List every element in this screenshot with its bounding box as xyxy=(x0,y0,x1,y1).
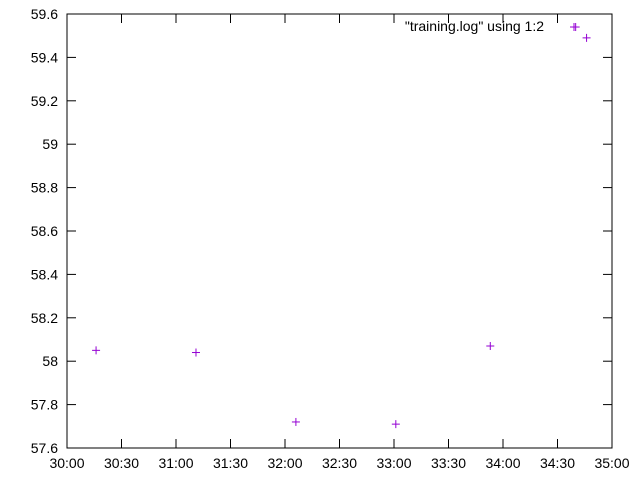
x-tick-label: 32:30 xyxy=(322,455,357,471)
legend-series-label: "training.log" using 1:2 xyxy=(405,18,544,34)
x-tick-label: 34:00 xyxy=(485,455,520,471)
data-points xyxy=(92,23,591,429)
data-point xyxy=(191,348,200,357)
y-tick-label: 59.2 xyxy=(31,93,58,109)
y-tick-label: 59.4 xyxy=(31,49,58,65)
x-tick-label: 33:00 xyxy=(376,455,411,471)
data-point xyxy=(582,33,591,42)
data-point xyxy=(92,346,101,355)
x-tick-label: 32:00 xyxy=(267,455,302,471)
x-tick-label: 34:30 xyxy=(540,455,575,471)
x-tick-label: 33:30 xyxy=(431,455,466,471)
legend: "training.log" using 1:2 xyxy=(405,18,578,34)
plot-frame xyxy=(66,13,613,449)
y-tick-label: 59 xyxy=(42,136,58,152)
y-tick-label: 57.6 xyxy=(31,440,58,456)
y-tick-label: 57.8 xyxy=(31,397,58,413)
y-tick-label: 58.8 xyxy=(31,180,58,196)
y-tick-label: 58.6 xyxy=(31,223,58,239)
x-tick-label: 30:30 xyxy=(104,455,139,471)
y-tick-label: 58 xyxy=(42,353,58,369)
legend-marker xyxy=(570,23,578,31)
data-point xyxy=(391,420,400,429)
y-tick-label: 58.2 xyxy=(31,310,58,326)
x-axis: 30:00 30:30 31:00 31:30 32:00 32:30 33:00 33:30… xyxy=(49,14,630,471)
y-axis: 57.6 57.8 58 58.2 58.4 58.6 58.8 59 59.2 59.4 59.6 xyxy=(31,6,612,456)
x-tick-label: 35:00 xyxy=(594,455,629,471)
data-point xyxy=(291,417,300,426)
data-point xyxy=(486,342,495,351)
x-tick-label: 31:00 xyxy=(158,455,193,471)
y-tick-label: 59.6 xyxy=(31,6,58,22)
y-tick-label: 58.4 xyxy=(31,266,58,282)
x-tick-label: 30:00 xyxy=(49,455,84,471)
x-tick-label: 31:30 xyxy=(213,455,248,471)
